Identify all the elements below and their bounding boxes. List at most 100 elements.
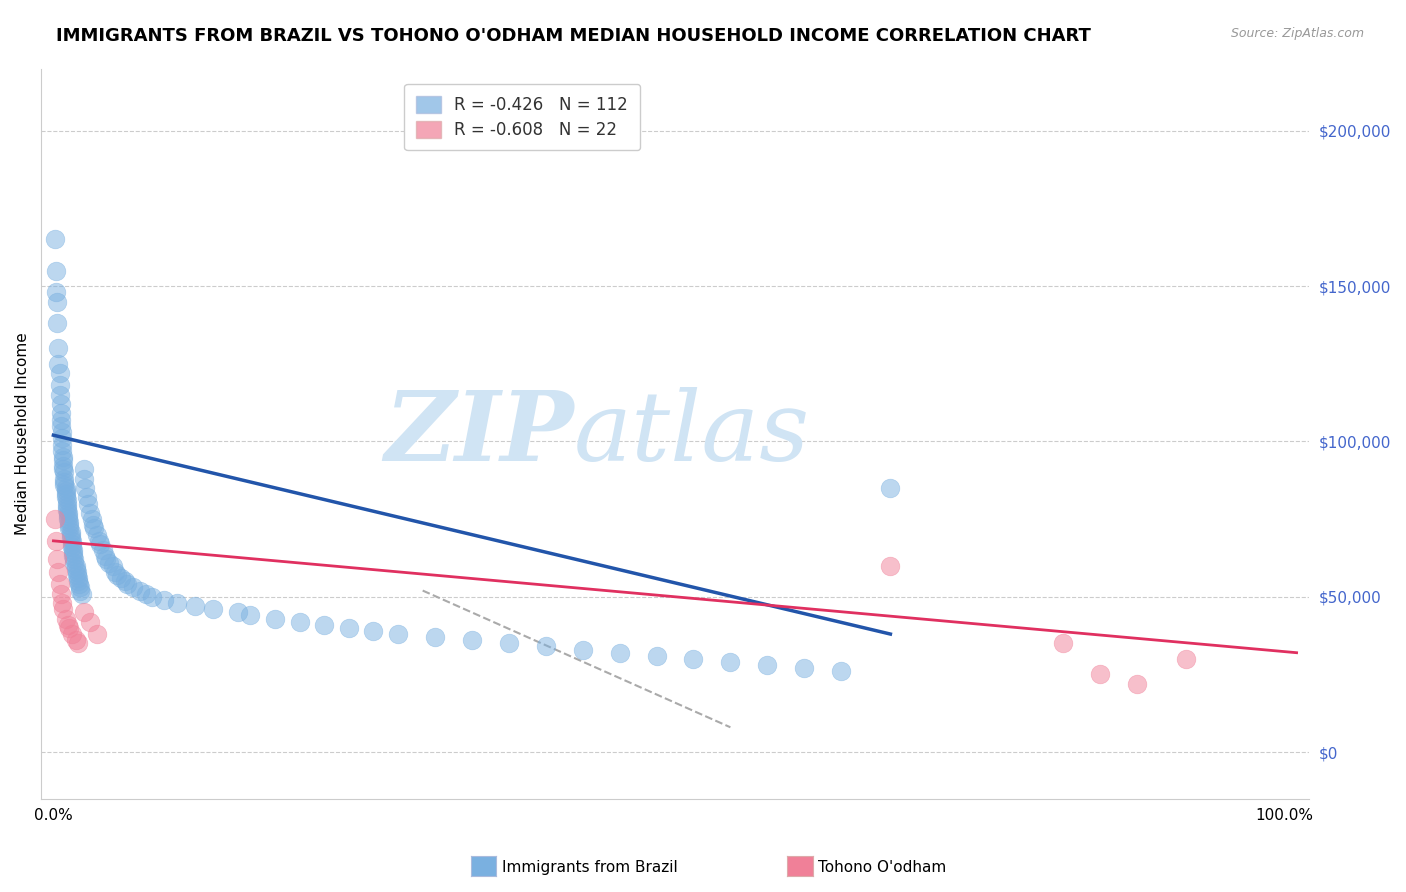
Point [101,558,124,573]
Point [59,527,82,541]
Point [60,537,83,551]
Legend: R = -0.426   N = 112, R = -0.608   N = 22: R = -0.426 N = 112, R = -0.608 N = 22 [405,84,640,151]
Point [56,512,79,526]
Point [793,661,815,675]
Point [117,577,139,591]
Point [58,518,80,533]
Point [58,521,80,535]
Point [49,397,72,411]
Point [82,518,104,533]
Point [60,627,83,641]
Point [87,533,110,548]
Point [879,558,901,573]
Point [571,642,593,657]
Point [52,462,75,476]
Point [48,378,70,392]
Point [86,627,108,641]
Point [363,624,385,638]
Point [337,621,360,635]
Point [314,617,336,632]
Point [135,587,157,601]
Point [53,475,76,489]
Point [46,565,69,579]
Point [55,611,77,625]
Point [52,459,75,474]
Point [55,484,77,499]
Point [645,648,668,663]
Point [423,630,446,644]
Point [70,587,93,601]
Point [166,596,188,610]
Point [69,583,91,598]
Text: IMMIGRANTS FROM BRAZIL VS TOHONO O'ODHAM MEDIAN HOUSEHOLD INCOME CORRELATION CHA: IMMIGRANTS FROM BRAZIL VS TOHONO O'ODHAM… [56,27,1091,45]
Point [56,497,79,511]
Point [55,491,77,505]
Point [51,437,73,451]
Point [48,388,70,402]
Point [62,549,84,564]
Text: Source: ZipAtlas.com: Source: ZipAtlas.com [1230,27,1364,40]
Point [76,491,98,505]
Point [55,481,77,495]
Point [96,552,118,566]
Point [51,596,73,610]
Point [73,462,96,476]
Point [48,577,70,591]
Point [682,652,704,666]
Point [62,546,84,560]
Point [56,500,79,514]
Point [756,658,779,673]
Point [67,574,90,589]
Text: ZIP: ZIP [384,386,574,481]
Point [104,565,127,579]
Point [534,640,557,654]
Point [52,453,75,467]
Text: Tohono O'odham: Tohono O'odham [818,860,946,874]
Point [53,478,76,492]
Y-axis label: Median Household Income: Median Household Income [15,332,30,535]
Point [128,583,150,598]
Text: Immigrants from Brazil: Immigrants from Brazil [502,860,678,874]
Point [44,512,66,526]
Point [58,621,80,635]
Point [62,543,84,558]
Point [91,543,114,558]
Point [141,590,163,604]
Point [66,568,89,582]
Point [49,406,72,420]
Point [97,556,120,570]
Point [56,617,79,632]
Point [288,615,311,629]
Point [80,512,103,526]
Point [73,472,96,486]
Text: atlas: atlas [574,386,810,481]
Point [86,527,108,541]
Point [56,502,79,516]
Point [56,508,79,523]
Point [59,531,82,545]
Point [153,593,176,607]
Point [184,599,207,613]
Point [60,533,83,548]
Point [65,633,87,648]
Point [79,506,101,520]
Point [51,443,73,458]
Point [202,602,225,616]
Point [67,571,90,585]
Point [1088,667,1111,681]
Point [49,587,72,601]
Point [879,481,901,495]
Point [53,466,76,480]
Point [114,574,136,589]
Point [51,425,73,439]
Point [66,565,89,579]
Point [67,636,90,650]
Point [52,450,75,464]
Point [46,341,69,355]
Point [89,537,111,551]
Point [461,633,484,648]
Point [264,611,287,625]
Point [83,521,105,535]
Point [46,357,69,371]
Point [51,431,73,445]
